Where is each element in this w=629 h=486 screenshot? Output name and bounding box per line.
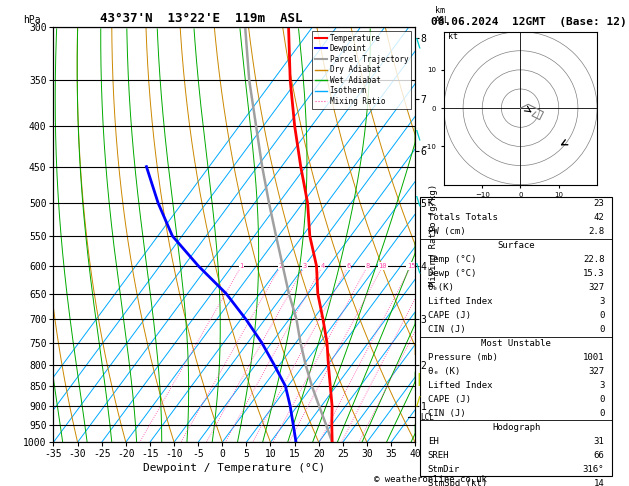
- Text: 0: 0: [599, 311, 604, 320]
- Text: EH: EH: [428, 437, 438, 446]
- Text: Totals Totals: Totals Totals: [428, 213, 498, 222]
- Text: 327: 327: [588, 367, 604, 376]
- Text: 327: 327: [588, 283, 604, 292]
- Text: θₑ (K): θₑ (K): [428, 367, 460, 376]
- Text: 0: 0: [599, 409, 604, 418]
- Text: Dewp (°C): Dewp (°C): [428, 269, 476, 278]
- Text: 1: 1: [240, 263, 243, 269]
- Text: 43°37'N  13°22'E  119m  ASL: 43°37'N 13°22'E 119m ASL: [101, 12, 303, 25]
- Text: 1001: 1001: [583, 353, 604, 362]
- Text: 316°: 316°: [583, 465, 604, 474]
- Text: km
ASL: km ASL: [435, 6, 450, 25]
- Text: 2: 2: [279, 263, 282, 269]
- Text: 15: 15: [407, 263, 415, 269]
- Text: 3: 3: [303, 263, 307, 269]
- Text: Most Unstable: Most Unstable: [481, 339, 551, 348]
- Text: CIN (J): CIN (J): [428, 409, 465, 418]
- Text: StmSpd (kt): StmSpd (kt): [428, 479, 487, 486]
- Text: Lifted Index: Lifted Index: [428, 381, 493, 390]
- Text: \: \: [416, 128, 421, 141]
- Text: 0: 0: [599, 395, 604, 404]
- Text: 6: 6: [347, 263, 350, 269]
- Text: kt: kt: [448, 32, 458, 41]
- Text: 23: 23: [594, 199, 604, 208]
- Text: 2.8: 2.8: [588, 227, 604, 236]
- Text: \: \: [416, 195, 421, 208]
- Text: hPa: hPa: [23, 15, 40, 25]
- Text: 66: 66: [594, 451, 604, 460]
- Text: 10: 10: [379, 263, 387, 269]
- Text: StmDir: StmDir: [428, 465, 460, 474]
- Text: Hodograph: Hodograph: [492, 423, 540, 432]
- Text: \: \: [416, 37, 421, 50]
- Text: /: /: [416, 394, 421, 407]
- Text: PW (cm): PW (cm): [428, 227, 465, 236]
- Text: 0: 0: [599, 325, 604, 334]
- Text: 14: 14: [594, 479, 604, 486]
- Text: CAPE (J): CAPE (J): [428, 395, 471, 404]
- Text: Pressure (mb): Pressure (mb): [428, 353, 498, 362]
- Text: K: K: [428, 199, 433, 208]
- Text: CAPE (J): CAPE (J): [428, 311, 471, 320]
- Text: 42: 42: [594, 213, 604, 222]
- Text: 3: 3: [599, 297, 604, 306]
- Text: |: |: [416, 373, 421, 386]
- Text: 8: 8: [365, 263, 370, 269]
- Text: θₑ(K): θₑ(K): [428, 283, 455, 292]
- Text: 22.8: 22.8: [583, 255, 604, 264]
- Text: LCL: LCL: [421, 413, 435, 422]
- Text: © weatheronline.co.uk: © weatheronline.co.uk: [374, 474, 487, 484]
- Text: Surface: Surface: [498, 241, 535, 250]
- Text: Temp (°C): Temp (°C): [428, 255, 476, 264]
- Text: SREH: SREH: [428, 451, 449, 460]
- Text: 4: 4: [320, 263, 325, 269]
- X-axis label: Dewpoint / Temperature (°C): Dewpoint / Temperature (°C): [143, 463, 325, 473]
- Text: 3: 3: [599, 381, 604, 390]
- Text: 08.06.2024  12GMT  (Base: 12): 08.06.2024 12GMT (Base: 12): [431, 17, 626, 27]
- Text: \: \: [416, 261, 421, 274]
- Y-axis label: Mixing Ratio (g/kg): Mixing Ratio (g/kg): [430, 183, 438, 286]
- Text: CIN (J): CIN (J): [428, 325, 465, 334]
- Text: 15.3: 15.3: [583, 269, 604, 278]
- Legend: Temperature, Dewpoint, Parcel Trajectory, Dry Adiabat, Wet Adiabat, Isotherm, Mi: Temperature, Dewpoint, Parcel Trajectory…: [312, 31, 411, 109]
- Text: 31: 31: [594, 437, 604, 446]
- Text: Lifted Index: Lifted Index: [428, 297, 493, 306]
